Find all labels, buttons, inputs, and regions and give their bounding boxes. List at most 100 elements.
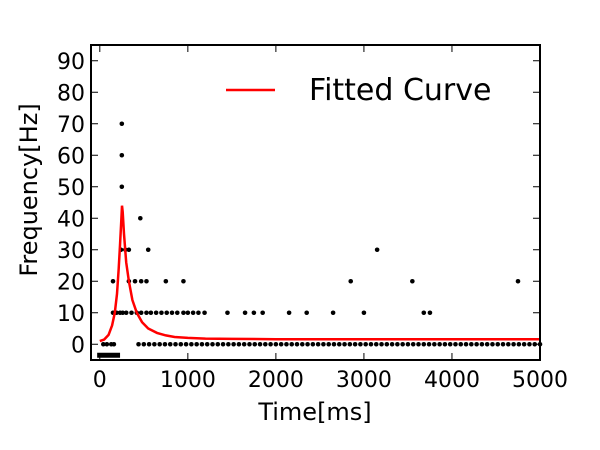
scatter-point <box>342 341 347 347</box>
scatter-point <box>410 278 415 284</box>
scatter-point <box>278 341 284 347</box>
scatter-point <box>368 341 374 347</box>
x-axis-label: Time[ms] <box>257 398 371 426</box>
scatter-point <box>304 310 309 316</box>
chart-axes: 0 1000 2000 3000 4000 5000 0 10 20 30 40 50 60 70 80 90 <box>57 44 568 393</box>
fitted-curve-line <box>99 205 540 343</box>
scatter-point <box>220 341 226 347</box>
scatter-point <box>284 341 289 347</box>
scatter-point <box>173 341 178 347</box>
scatter-point <box>348 278 354 284</box>
scatter-point <box>101 341 106 347</box>
scatter-point <box>162 341 168 347</box>
y-tick-label: 0 <box>71 333 85 358</box>
scatter-point <box>119 121 125 127</box>
scatter-point <box>389 341 395 347</box>
scatter-point <box>129 310 134 316</box>
scatter-point <box>242 310 248 316</box>
y-tick-label: 10 <box>57 302 85 327</box>
scatter-point <box>400 341 405 347</box>
scatter-point <box>373 341 379 347</box>
scatter-point <box>363 341 368 347</box>
scatter-point <box>181 310 186 316</box>
scatter-point <box>474 341 479 347</box>
scatter-point <box>164 310 170 316</box>
scatter-point <box>500 341 506 347</box>
scatter-point <box>395 341 400 347</box>
scatter-point <box>185 310 191 316</box>
scatter-point <box>347 341 353 347</box>
scatter-point <box>484 341 490 347</box>
scatter-point <box>506 341 511 347</box>
scatter-point <box>384 341 390 347</box>
scatter-point <box>141 341 147 347</box>
scatter-point <box>310 341 316 347</box>
scatter-point <box>358 341 363 347</box>
scatter-point <box>426 341 432 347</box>
scatter-point <box>189 341 194 347</box>
scatter-point <box>527 341 532 347</box>
scatter-point <box>126 247 132 253</box>
y-tick-label: 40 <box>57 207 85 232</box>
scatter-point <box>241 341 247 347</box>
legend-label: Fitted Curve <box>309 73 491 108</box>
x-tick-label: 5000 <box>512 368 568 393</box>
y-tick-label: 70 <box>57 113 85 138</box>
scatter-point <box>521 341 527 347</box>
scatter-point <box>236 341 242 347</box>
scatter-point <box>104 341 110 347</box>
scatter-point <box>144 310 149 316</box>
scatter-point <box>225 310 230 316</box>
scatter-point <box>458 341 464 347</box>
scatter-point <box>336 341 342 347</box>
scatter-point <box>111 341 117 347</box>
scatter-point <box>247 341 252 347</box>
scatter-point <box>405 341 411 347</box>
scatter-point <box>181 278 186 284</box>
scatter-point <box>159 310 164 316</box>
y-axis-label: Frequency[Hz] <box>15 103 43 276</box>
scatter-point <box>289 341 295 347</box>
x-tick-label: 3000 <box>336 368 392 393</box>
scatter-point <box>163 278 169 284</box>
scatter-point <box>299 341 305 347</box>
scatter-point <box>183 341 189 347</box>
x-tick-label: 4000 <box>424 368 480 393</box>
scatter-point <box>315 341 321 347</box>
scatter-point <box>153 310 159 316</box>
scatter-point <box>145 247 151 253</box>
scatter-point <box>251 310 257 316</box>
scatter-point <box>174 310 180 316</box>
scatter-point <box>516 341 522 347</box>
y-tick-label: 30 <box>57 239 85 264</box>
chart-marks <box>97 121 543 358</box>
scatter-point <box>490 341 495 347</box>
scatter-point <box>294 341 300 347</box>
y-tick-label: 20 <box>57 270 85 295</box>
scatter-point <box>447 341 453 347</box>
scatter-point <box>215 341 221 347</box>
scatter-point <box>260 310 265 316</box>
scatter-point <box>252 341 258 347</box>
scatter-point <box>427 310 433 316</box>
scatter-point <box>204 341 210 347</box>
scatter-point <box>416 341 421 347</box>
y-tick-label: 60 <box>57 144 85 169</box>
scatter-point <box>199 341 205 347</box>
scatter-point <box>138 278 144 284</box>
scatter-point <box>167 341 173 347</box>
scatter-point <box>511 341 516 347</box>
scatter-point <box>330 310 336 316</box>
x-tick-label: 0 <box>93 368 107 393</box>
scatter-point <box>152 341 157 347</box>
scatter-point <box>361 310 367 316</box>
scatter-point <box>169 310 175 316</box>
scatter-point <box>273 341 279 347</box>
scatter-point <box>268 341 273 347</box>
scatter-point <box>326 341 332 347</box>
scatter-point <box>442 341 448 347</box>
legend: Fitted Curve <box>226 73 491 108</box>
plot-frame <box>90 44 541 361</box>
scatter-point <box>453 341 458 347</box>
